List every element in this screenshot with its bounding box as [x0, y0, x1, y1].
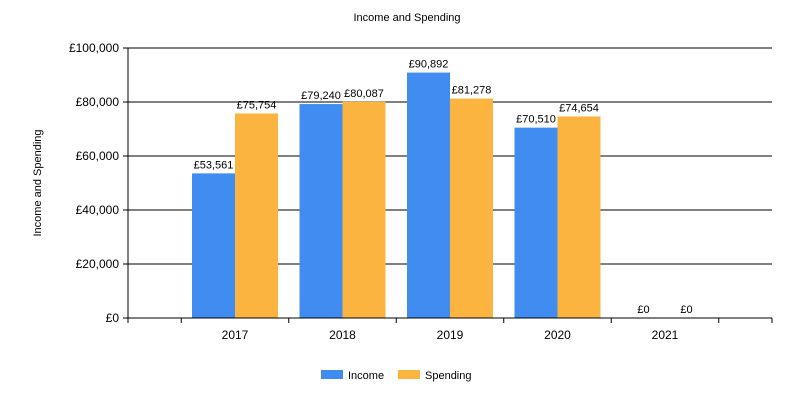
y-axis-title: Income and Spending [32, 129, 44, 236]
legend-swatch-spending [398, 370, 420, 379]
y-tick-label: £40,000 [76, 203, 120, 217]
data-label: £70,510 [516, 114, 556, 126]
bar-spending-2017 [235, 113, 278, 318]
data-label: £79,240 [301, 90, 341, 102]
y-tick-label: £100,000 [69, 41, 119, 55]
legend: Income Spending [321, 370, 472, 382]
bar-income-2020 [514, 127, 558, 318]
data-labels: £53,561 £75,754 £79,240 £80,087 £90,892 £81,2… [194, 59, 693, 316]
y-tick-label: £60,000 [76, 149, 120, 163]
legend-swatch-income [321, 370, 343, 379]
y-tick-label: £0 [106, 311, 120, 325]
data-label: £74,654 [559, 102, 599, 114]
data-label: £53,561 [194, 159, 234, 171]
x-tick-label: 2018 [329, 328, 356, 342]
bar-spending-2018 [342, 101, 386, 318]
axes: £0 £20,000 £40,000 £60,000 £80,000 £100,000 20… [69, 41, 773, 342]
x-tick-label: 2019 [437, 328, 464, 342]
bar-income-2019 [407, 72, 450, 318]
x-tick-label: 2017 [222, 328, 249, 342]
chart-title: Income and Spending [353, 12, 460, 24]
y-tick-label: £20,000 [76, 257, 120, 271]
data-label: £90,892 [409, 59, 449, 71]
y-tick-label: £80,000 [76, 95, 120, 109]
data-label: £0 [637, 304, 649, 316]
data-label: £81,278 [452, 85, 492, 97]
bars [192, 72, 601, 318]
data-label: £80,087 [344, 88, 384, 100]
bar-spending-2019 [450, 98, 493, 318]
legend-label-spending: Spending [425, 370, 472, 382]
data-label: £75,754 [237, 99, 277, 111]
x-tick-label: 2020 [544, 328, 571, 342]
bar-spending-2020 [557, 116, 601, 318]
data-label: £0 [680, 304, 692, 316]
x-tick-label: 2021 [652, 328, 679, 342]
bar-income-2017 [192, 173, 235, 318]
bar-income-2018 [299, 104, 343, 318]
legend-label-income: Income [348, 370, 384, 382]
